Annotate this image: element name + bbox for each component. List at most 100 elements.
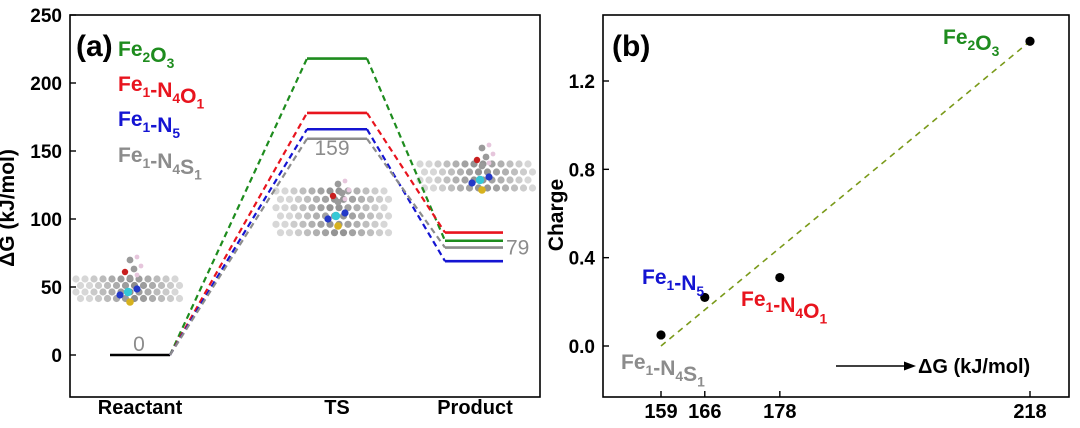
reactant-molecule-illustration <box>72 254 184 306</box>
point-label-fe2o3-subscript: 2 <box>968 37 976 53</box>
legend-entry-fe1n4s1-text: S <box>180 156 194 179</box>
atom <box>384 195 393 203</box>
h-atom <box>490 151 496 157</box>
plot-a-frame <box>69 14 541 398</box>
atom <box>117 275 125 283</box>
atom <box>326 187 334 195</box>
legend-entry-fe1n4o1-text: Fe <box>118 73 143 96</box>
charge-vs-dg-chart: Charge (b) 0.00.40.81.2 159 166 178 218 Fe1… <box>545 14 1070 423</box>
y-tick-label: 0.0 <box>569 337 595 358</box>
atom <box>384 212 393 220</box>
atom <box>362 220 370 228</box>
atom <box>103 281 112 290</box>
energy-profile-lines <box>110 57 503 357</box>
atom <box>153 275 161 283</box>
legend-entry-fe1n4s1: Fe1-N4S1 <box>118 144 202 183</box>
h-atom <box>486 160 492 166</box>
legend-entry-fe1n4o1-text: -N <box>150 79 172 102</box>
atom <box>380 204 388 212</box>
y-tick-label: 150 <box>30 142 62 163</box>
atom <box>276 229 285 237</box>
x-category-label: Product <box>437 397 513 419</box>
atom <box>344 204 352 212</box>
point-label-fe2o3-text: Fe <box>943 26 968 49</box>
atom <box>171 275 179 283</box>
atom <box>272 204 280 212</box>
atom <box>501 168 510 176</box>
atom <box>497 160 505 168</box>
atom <box>506 176 514 184</box>
atom <box>148 294 157 303</box>
atom <box>375 195 384 203</box>
point-label-fe1n4o1-subscript: 4 <box>795 305 803 321</box>
atom <box>285 195 294 203</box>
x-ticks-b: 159 166 178 218 <box>644 391 1047 423</box>
point-label-fe2o3-text: O <box>975 32 991 55</box>
y-ticks-a: 0 50 100 150 200 250 <box>30 6 76 367</box>
atom <box>497 176 505 184</box>
legend-entry-fe1n4o1-subscript: 4 <box>172 90 180 106</box>
x-axis-arrow <box>836 361 916 371</box>
point-label-fe1n4o1-subscript: 1 <box>766 299 774 315</box>
point-label-fe1n4s1-text: S <box>683 363 697 386</box>
atom <box>175 294 184 303</box>
n-atom <box>341 209 349 217</box>
atom <box>348 229 357 237</box>
n-atom <box>468 179 476 187</box>
atom <box>524 176 532 184</box>
atom <box>492 184 501 192</box>
scatter-point-fe1n4o1 <box>775 272 785 283</box>
atom <box>348 212 357 220</box>
y-tick-label: 0 <box>51 346 62 367</box>
o-atom <box>473 156 481 164</box>
atom <box>281 187 289 195</box>
atom <box>94 294 103 303</box>
legend-entry-fe1n4s1-subscript: 4 <box>172 161 180 177</box>
atom <box>416 160 424 168</box>
scatter-points <box>656 36 1035 340</box>
atom <box>76 294 85 303</box>
atom <box>308 204 316 212</box>
atom <box>148 281 157 290</box>
scatter-point-fe1n4s1 <box>656 330 666 340</box>
atom <box>290 220 298 228</box>
atom <box>317 187 325 195</box>
atom <box>334 198 342 206</box>
x-tick-label: 218 <box>1013 401 1046 423</box>
s-atom <box>126 298 134 306</box>
atom <box>81 288 89 296</box>
legend-entry-fe2o3-subscript: 2 <box>143 49 151 65</box>
atom <box>519 168 528 176</box>
atom <box>447 184 456 192</box>
atom <box>357 212 366 220</box>
point-label-fe1n5-text: -N <box>674 272 696 295</box>
atom <box>126 256 134 264</box>
legend-entry-fe1n4s1-subscript: 1 <box>143 155 151 171</box>
atom <box>524 160 532 168</box>
atom <box>99 288 107 296</box>
ts-to-product-fe1n4s1 <box>366 138 446 249</box>
h-atom <box>138 263 144 269</box>
atom <box>348 195 357 203</box>
legend-entry-fe1n4o1-text: O <box>180 85 196 108</box>
point-label-fe1n4o1-text: Fe <box>741 288 766 311</box>
legend-entry-fe1n5-subscript: 1 <box>143 119 151 135</box>
atom <box>344 220 352 228</box>
y-tick-label: 50 <box>41 278 62 299</box>
atom <box>338 189 346 197</box>
point-label-fe1n4o1: Fe1-N4O1 <box>741 288 827 327</box>
atom <box>353 220 361 228</box>
atom <box>335 204 343 212</box>
atom <box>429 168 438 176</box>
atom <box>90 275 98 283</box>
legend-entry-fe1n4o1-subscript: 1 <box>196 96 204 112</box>
atom <box>308 187 316 195</box>
atom <box>461 176 469 184</box>
x-tick-label: 166 <box>688 401 721 423</box>
y-tick-label: 0.8 <box>569 160 595 181</box>
atom <box>139 281 148 290</box>
atom <box>299 220 307 228</box>
atom <box>375 212 384 220</box>
